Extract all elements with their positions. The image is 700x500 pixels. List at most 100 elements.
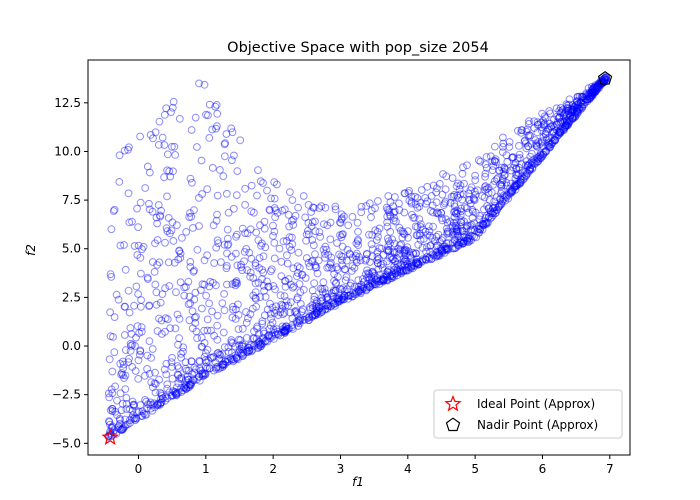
- population-point: [457, 218, 465, 227]
- population-point: [109, 333, 117, 341]
- population-point: [228, 339, 237, 348]
- population-point: [393, 271, 402, 280]
- population-point: [500, 163, 509, 172]
- population-point: [499, 167, 508, 176]
- population-point: [358, 275, 367, 283]
- population-point: [130, 414, 139, 423]
- population-point: [491, 209, 500, 217]
- population-point: [153, 327, 162, 335]
- population-point: [435, 250, 444, 259]
- population-point: [498, 178, 506, 187]
- population-point: [459, 227, 467, 236]
- population-point: [588, 91, 596, 99]
- population-point: [177, 350, 186, 358]
- x-axis-label: f1: [352, 475, 364, 489]
- population-point: [408, 210, 416, 219]
- population-point: [333, 295, 342, 304]
- population-point: [450, 202, 459, 211]
- population-point: [280, 327, 288, 336]
- population-point: [525, 159, 534, 168]
- population-point: [225, 357, 233, 365]
- population-point: [568, 106, 577, 115]
- population-point: [216, 351, 225, 359]
- population-point: [192, 312, 200, 321]
- population-point: [454, 232, 463, 240]
- population-point: [291, 211, 300, 220]
- population-point: [293, 262, 302, 271]
- population-point: [148, 406, 157, 415]
- population-point: [229, 204, 238, 213]
- population-point: [271, 213, 280, 222]
- population-point: [277, 300, 286, 309]
- population-point: [510, 183, 519, 191]
- population-point: [397, 268, 406, 277]
- population-point: [418, 256, 427, 265]
- population-point: [308, 311, 317, 320]
- population-point: [246, 225, 255, 234]
- population-point: [354, 241, 363, 250]
- population-point: [240, 257, 249, 266]
- population-point: [203, 364, 212, 373]
- population-point: [118, 426, 127, 434]
- population-point: [111, 407, 120, 416]
- population-point: [446, 217, 454, 226]
- population-point: [542, 147, 550, 156]
- population-point: [198, 370, 207, 379]
- population-point: [593, 84, 602, 92]
- population-point: [245, 343, 253, 352]
- population-point: [593, 83, 602, 92]
- population-point: [499, 195, 508, 204]
- population-point: [399, 267, 408, 276]
- population-point: [179, 347, 187, 356]
- population-point: [184, 300, 193, 309]
- population-point: [512, 164, 521, 173]
- population-point: [370, 280, 379, 288]
- population-point: [200, 280, 209, 289]
- population-point: [425, 255, 434, 263]
- population-point: [169, 167, 177, 176]
- population-point: [302, 236, 311, 245]
- population-point: [106, 420, 114, 429]
- population-point: [358, 285, 367, 294]
- population-point: [343, 291, 352, 300]
- population-point: [403, 263, 412, 272]
- population-point: [516, 154, 524, 162]
- population-point: [474, 222, 483, 230]
- population-point: [390, 207, 399, 216]
- population-point: [252, 334, 261, 343]
- population-point: [251, 288, 260, 297]
- population-point: [119, 425, 127, 433]
- population-point: [414, 259, 422, 268]
- population-point: [455, 238, 464, 247]
- population-point: [432, 232, 441, 241]
- population-point: [365, 199, 374, 208]
- population-point: [577, 92, 586, 101]
- population-point: [108, 389, 117, 398]
- population-point: [162, 370, 171, 379]
- population-point: [130, 400, 138, 409]
- population-point: [569, 108, 577, 116]
- population-point: [465, 196, 474, 205]
- population-point: [374, 197, 382, 205]
- population-point: [252, 302, 261, 311]
- population-point: [388, 272, 397, 281]
- population-point: [311, 311, 320, 320]
- population-point: [325, 263, 333, 272]
- population-point: [122, 405, 131, 413]
- population-point: [392, 269, 400, 278]
- population-point: [569, 106, 577, 115]
- population-point: [151, 239, 159, 248]
- population-point: [281, 323, 289, 332]
- population-point: [511, 179, 520, 188]
- population-point: [460, 203, 469, 211]
- population-point: [366, 283, 374, 292]
- population-point: [307, 257, 316, 266]
- population-point: [258, 275, 266, 283]
- population-point: [408, 260, 416, 269]
- population-point: [515, 163, 523, 172]
- population-point: [521, 139, 530, 148]
- population-point: [247, 254, 256, 263]
- population-point: [507, 188, 515, 197]
- population-point: [557, 126, 566, 135]
- population-point: [267, 331, 276, 340]
